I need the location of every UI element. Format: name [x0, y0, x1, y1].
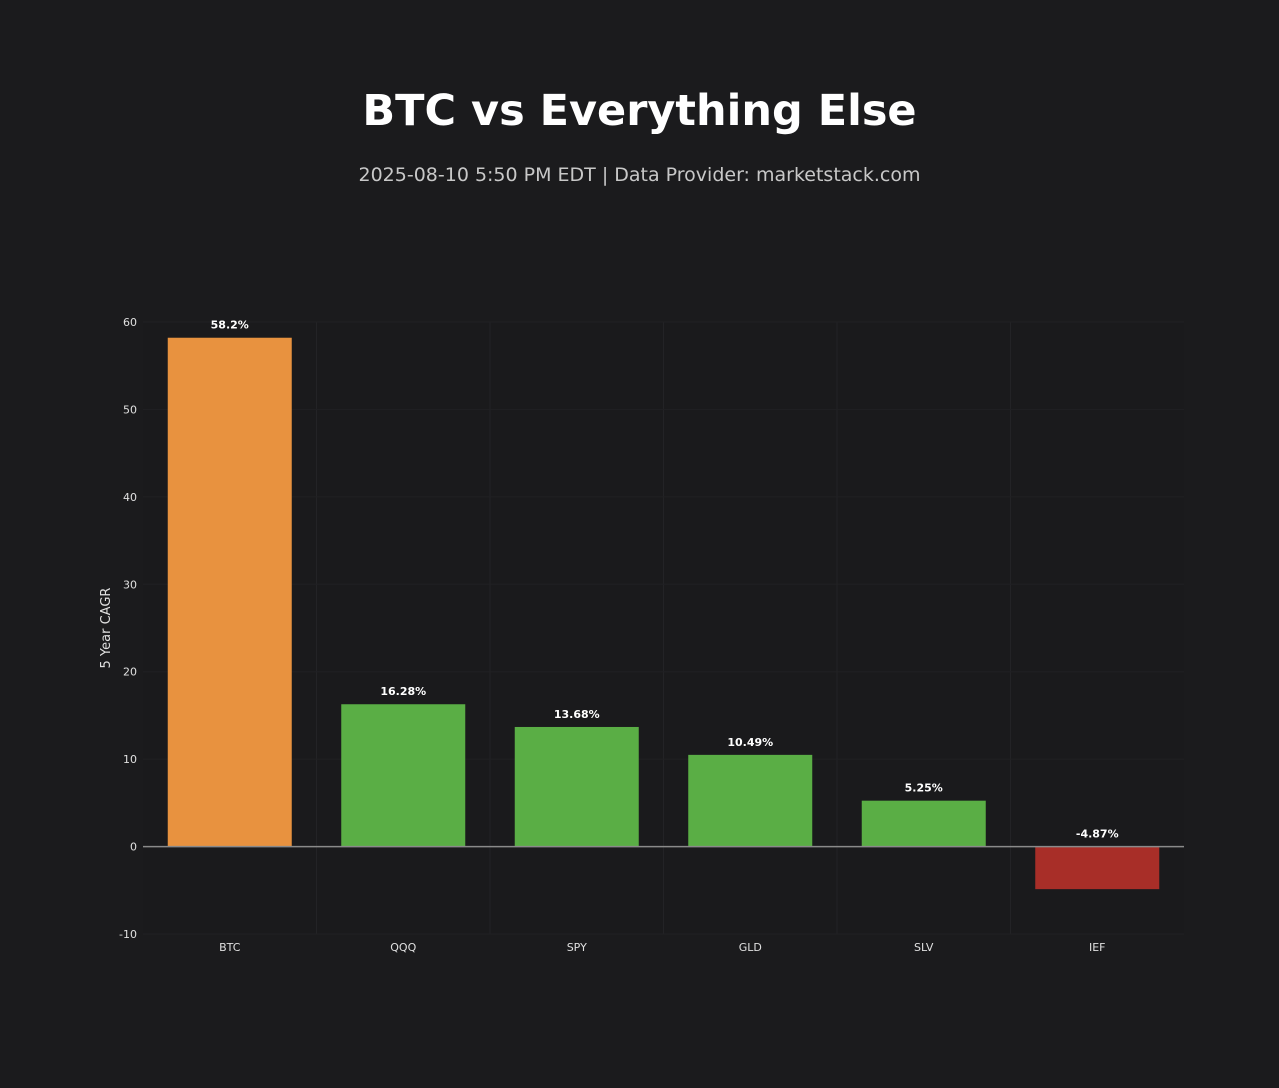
data-label: 13.68% — [554, 708, 600, 721]
bar-btc — [167, 337, 292, 847]
x-tick-label: BTC — [219, 941, 241, 954]
bar-slv — [861, 800, 986, 847]
data-label: -4.87% — [1076, 828, 1119, 841]
data-label: 10.49% — [727, 736, 773, 749]
data-label: 58.2% — [211, 319, 249, 332]
chart-subtitle: 2025-08-10 5:50 PM EDT | Data Provider: … — [358, 164, 921, 186]
x-tick-label: GLD — [739, 941, 762, 954]
x-tick-label: IEF — [1089, 941, 1106, 954]
y-axis-label: 5 Year CAGR — [99, 588, 114, 669]
y-tick-label: 30 — [123, 578, 137, 591]
data-label: 5.25% — [905, 782, 943, 795]
y-tick-label: -10 — [119, 928, 137, 941]
y-tick-label: 60 — [123, 316, 137, 329]
bar-ief — [1035, 846, 1160, 890]
bar-spy — [514, 726, 639, 847]
x-tick-label: QQQ — [390, 941, 416, 954]
y-tick-label: 50 — [123, 403, 137, 416]
x-tick-label: SLV — [914, 941, 934, 954]
data-label: 16.28% — [380, 685, 426, 698]
y-tick-label: 10 — [123, 753, 137, 766]
y-tick-label: 0 — [130, 841, 137, 854]
y-tick-label: 40 — [123, 491, 137, 504]
chart-title: BTC vs Everything Else — [362, 86, 917, 136]
y-tick-label: 20 — [123, 666, 137, 679]
bar-qqq — [341, 704, 466, 847]
bar-gld — [688, 754, 813, 847]
x-tick-label: SPY — [567, 941, 587, 954]
